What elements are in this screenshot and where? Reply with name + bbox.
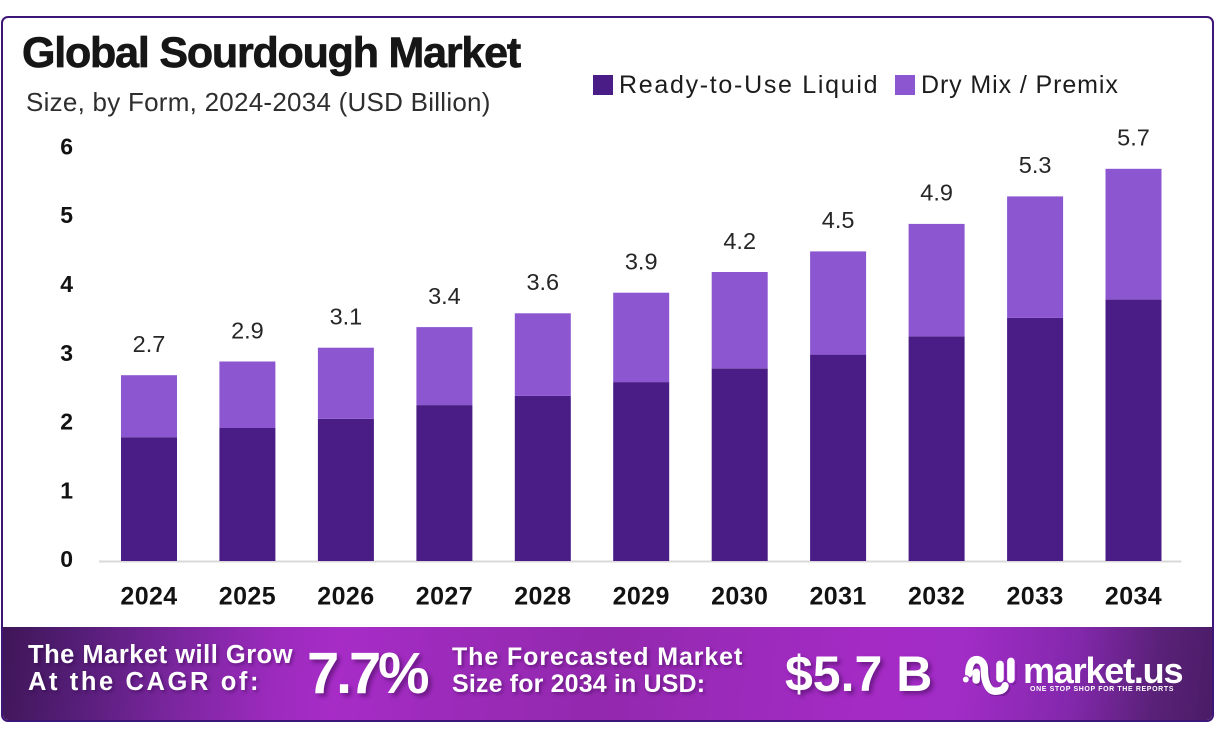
svg-text:2030: 2030 <box>711 583 768 611</box>
svg-text:2025: 2025 <box>219 583 276 611</box>
svg-text:2: 2 <box>60 409 73 435</box>
svg-text:4.9: 4.9 <box>920 180 953 206</box>
svg-text:5: 5 <box>60 202 73 228</box>
svg-text:5.7: 5.7 <box>1117 125 1150 151</box>
svg-text:4: 4 <box>60 271 73 297</box>
svg-text:5.3: 5.3 <box>1019 152 1052 178</box>
svg-text:2028: 2028 <box>514 583 571 611</box>
svg-text:3: 3 <box>60 340 73 366</box>
svg-text:1: 1 <box>60 477 73 503</box>
svg-text:2027: 2027 <box>416 583 473 611</box>
svg-text:2034: 2034 <box>1105 583 1162 611</box>
svg-text:6: 6 <box>60 133 73 159</box>
svg-text:2024: 2024 <box>120 583 177 611</box>
svg-text:3.6: 3.6 <box>526 269 559 295</box>
svg-text:2031: 2031 <box>809 583 866 611</box>
svg-text:3.1: 3.1 <box>330 304 363 330</box>
svg-text:2029: 2029 <box>613 583 670 611</box>
svg-text:2032: 2032 <box>908 583 965 611</box>
svg-text:4.2: 4.2 <box>723 228 756 254</box>
svg-text:0: 0 <box>60 546 73 572</box>
svg-text:2.9: 2.9 <box>231 317 264 343</box>
svg-text:2033: 2033 <box>1006 583 1063 611</box>
svg-text:3.4: 3.4 <box>428 283 461 309</box>
svg-text:3.9: 3.9 <box>625 249 658 275</box>
svg-text:2.7: 2.7 <box>133 331 166 357</box>
svg-text:2026: 2026 <box>317 583 374 611</box>
svg-text:4.5: 4.5 <box>822 207 855 233</box>
